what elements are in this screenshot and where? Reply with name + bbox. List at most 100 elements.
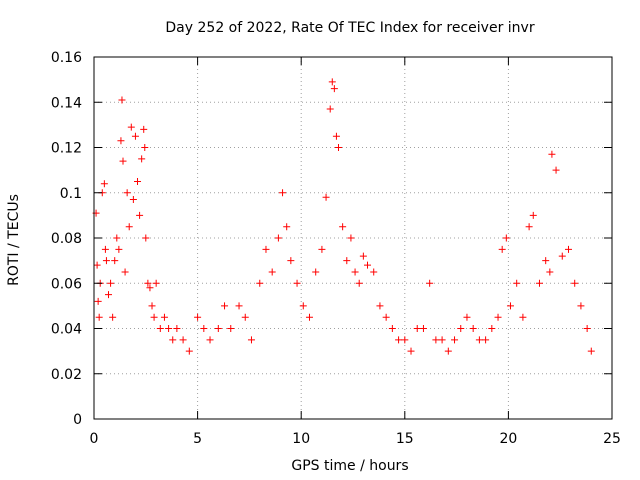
data-point bbox=[287, 257, 295, 265]
data-point bbox=[498, 245, 506, 253]
data-point bbox=[542, 257, 550, 265]
data-point bbox=[457, 325, 465, 332]
data-point bbox=[221, 302, 229, 310]
data-point bbox=[330, 85, 338, 93]
data-point bbox=[283, 223, 291, 231]
data-point bbox=[160, 313, 168, 321]
data-point bbox=[121, 268, 129, 276]
data-point bbox=[235, 302, 243, 310]
data-point bbox=[482, 336, 490, 344]
data-point bbox=[227, 325, 235, 332]
x-axis-label: GPS time / hours bbox=[291, 458, 408, 474]
data-point bbox=[299, 302, 307, 310]
data-point bbox=[364, 261, 372, 269]
x-tick-label: 5 bbox=[193, 431, 202, 447]
data-point bbox=[382, 313, 390, 321]
data-point bbox=[118, 96, 126, 104]
data-point bbox=[146, 284, 154, 292]
data-point bbox=[343, 257, 351, 265]
data-point bbox=[94, 297, 102, 305]
data-point bbox=[129, 196, 137, 204]
data-point bbox=[407, 347, 415, 355]
data-point bbox=[359, 252, 367, 260]
data-point bbox=[140, 125, 148, 133]
data-point bbox=[206, 336, 214, 344]
data-point bbox=[376, 302, 384, 310]
data-point bbox=[274, 234, 282, 242]
data-point bbox=[293, 279, 301, 287]
data-point bbox=[370, 268, 378, 276]
data-point bbox=[413, 325, 421, 332]
data-point bbox=[548, 150, 556, 158]
y-axis-label: ROTI / TECUs bbox=[6, 194, 22, 286]
axis-ticks: 0 5 10 15 20 25 0 0.02 0.04 0.06 0.08 0.1 0.12 0.14 0.… bbox=[51, 50, 621, 447]
data-point bbox=[583, 325, 591, 332]
data-point bbox=[426, 279, 434, 287]
y-tick-label: 0.06 bbox=[51, 276, 82, 292]
data-point bbox=[165, 325, 173, 332]
data-point bbox=[194, 313, 202, 321]
data-point bbox=[185, 347, 193, 355]
data-point bbox=[111, 257, 119, 265]
data-point bbox=[148, 302, 156, 310]
data-point bbox=[123, 189, 131, 197]
data-point bbox=[506, 302, 514, 310]
data-point bbox=[395, 336, 403, 344]
data-point bbox=[100, 180, 108, 188]
data-point bbox=[117, 137, 125, 145]
data-point bbox=[107, 279, 115, 287]
data-point bbox=[312, 268, 320, 276]
data-point bbox=[502, 234, 510, 242]
data-point bbox=[451, 336, 459, 344]
data-point bbox=[587, 347, 595, 355]
data-point bbox=[125, 223, 133, 231]
data-point bbox=[463, 313, 471, 321]
data-point bbox=[142, 234, 150, 242]
data-point bbox=[101, 245, 109, 253]
data-point bbox=[134, 177, 142, 185]
data-point bbox=[179, 336, 187, 344]
chart-title: Day 252 of 2022, Rate Of TEC Index for r… bbox=[165, 20, 534, 36]
data-point bbox=[150, 313, 158, 321]
data-point bbox=[113, 234, 121, 242]
data-point bbox=[438, 336, 446, 344]
data-point bbox=[488, 325, 496, 332]
data-point bbox=[173, 325, 181, 332]
data-point bbox=[535, 279, 543, 287]
data-points bbox=[92, 78, 595, 355]
data-point bbox=[432, 336, 440, 344]
data-point bbox=[119, 157, 127, 165]
y-tick-label: 0.1 bbox=[60, 186, 82, 202]
data-point bbox=[332, 132, 340, 140]
x-tick-label: 0 bbox=[90, 431, 99, 447]
data-point bbox=[552, 166, 560, 174]
data-point bbox=[169, 336, 177, 344]
data-point bbox=[214, 325, 222, 332]
x-tick-label: 25 bbox=[603, 431, 621, 447]
data-point bbox=[326, 105, 334, 113]
data-point bbox=[334, 144, 342, 151]
y-tick-label: 0.12 bbox=[51, 141, 82, 157]
data-point bbox=[93, 261, 101, 269]
data-point bbox=[351, 268, 359, 276]
data-point bbox=[152, 279, 160, 287]
y-tick-label: 0.04 bbox=[51, 322, 82, 338]
data-point bbox=[305, 313, 313, 321]
data-point bbox=[127, 123, 135, 131]
y-tick-label: 0.14 bbox=[51, 95, 82, 111]
data-point bbox=[347, 234, 355, 242]
x-tick-label: 20 bbox=[499, 431, 517, 447]
data-point bbox=[322, 193, 330, 201]
data-point bbox=[138, 155, 146, 163]
data-point bbox=[525, 223, 533, 231]
data-point bbox=[564, 245, 572, 253]
x-tick-label: 15 bbox=[396, 431, 414, 447]
data-point bbox=[339, 223, 347, 231]
data-point bbox=[156, 325, 164, 332]
data-point bbox=[577, 302, 585, 310]
data-point bbox=[95, 313, 103, 321]
data-point bbox=[355, 279, 363, 287]
data-point bbox=[469, 325, 477, 332]
data-point bbox=[131, 132, 139, 140]
y-tick-label: 0 bbox=[73, 412, 82, 428]
